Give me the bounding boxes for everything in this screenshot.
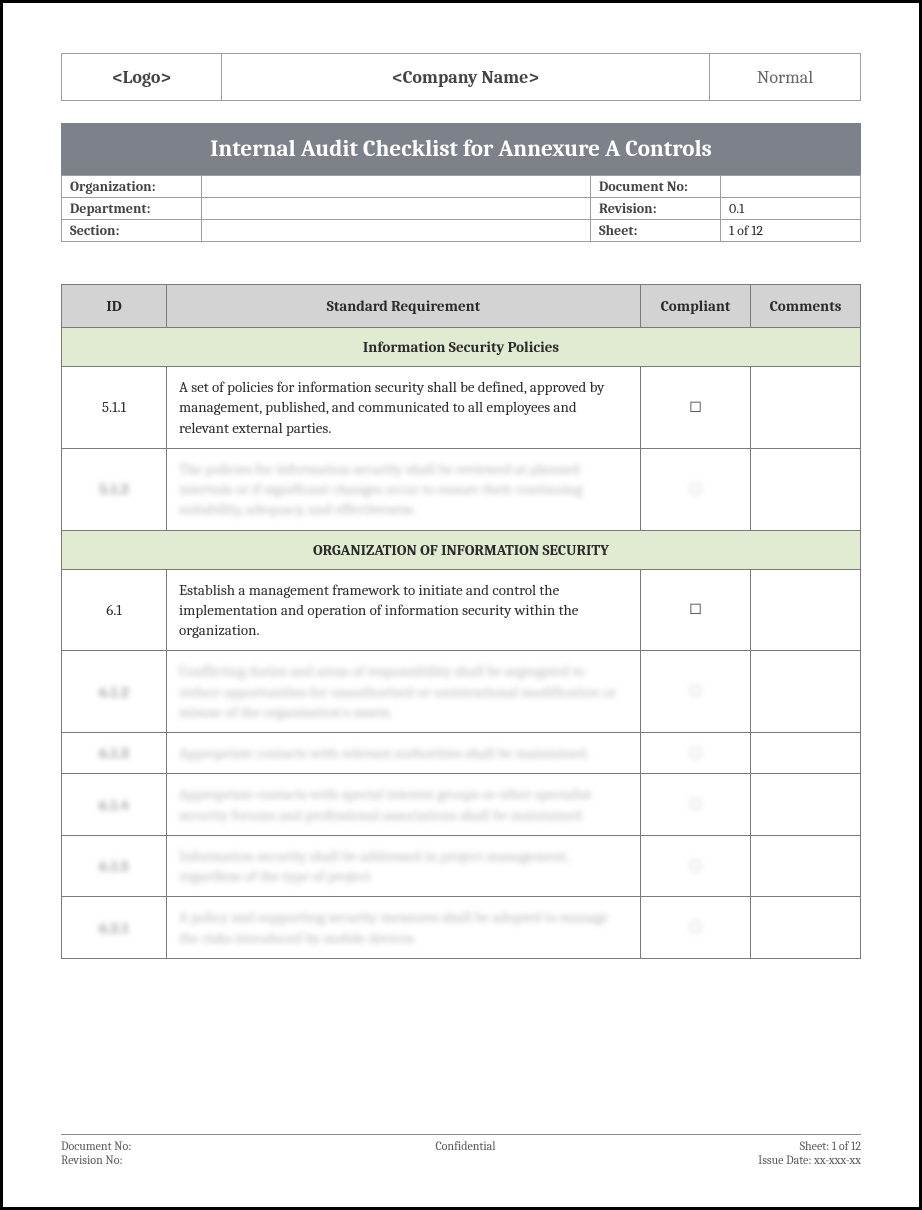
cell-id: 6.1.4 xyxy=(62,774,167,836)
compliant-checkbox[interactable]: ☐ xyxy=(641,835,751,897)
cell-id: 6.1.5 xyxy=(62,835,167,897)
table-row: 6.1.4Appropriate contacts with special i… xyxy=(62,774,861,836)
meta-revision-label: Revision: xyxy=(591,198,721,220)
cell-comments[interactable] xyxy=(751,448,861,530)
cell-comments[interactable] xyxy=(751,897,861,959)
meta-docno-label: Document No: xyxy=(591,176,721,198)
cell-requirement: Appropriate contacts with relevant autho… xyxy=(167,733,641,774)
compliant-checkbox[interactable]: ☐ xyxy=(641,367,751,449)
meta-section-label: Section: xyxy=(62,220,202,242)
footer-issuedate: Issue Date: xx-xxx-xx xyxy=(758,1153,861,1167)
meta-sheet-value: 1 of 12 xyxy=(721,220,861,242)
cell-id: 6.1.2 xyxy=(62,651,167,733)
cell-id: 5.1.2 xyxy=(62,448,167,530)
cell-id: 6.1.3 xyxy=(62,733,167,774)
meta-department-label: Department: xyxy=(62,198,202,220)
cell-comments[interactable] xyxy=(751,733,861,774)
footer-docno: Document No: xyxy=(61,1139,131,1153)
table-row: 6.1.2Conflicting duties and areas of res… xyxy=(62,651,861,733)
compliant-checkbox[interactable]: ☐ xyxy=(641,651,751,733)
col-header-comments: Comments xyxy=(751,285,861,328)
cell-requirement: A policy and supporting security measure… xyxy=(167,897,641,959)
cell-comments[interactable] xyxy=(751,774,861,836)
cell-comments[interactable] xyxy=(751,569,861,651)
meta-table: Organization: Document No: Department: R… xyxy=(61,175,861,242)
cell-comments[interactable] xyxy=(751,651,861,733)
meta-revision-value: 0.1 xyxy=(721,198,861,220)
col-header-requirement: Standard Requirement xyxy=(167,285,641,328)
col-header-id: ID xyxy=(62,285,167,328)
checklist-table: ID Standard Requirement Compliant Commen… xyxy=(61,284,861,959)
meta-docno-value xyxy=(721,176,861,198)
table-row: 5.1.1A set of policies for information s… xyxy=(62,367,861,449)
cell-id: 5.1.1 xyxy=(62,367,167,449)
col-header-compliant: Compliant xyxy=(641,285,751,328)
section-title: ORGANIZATION OF INFORMATION SECURITY xyxy=(62,530,861,569)
cell-requirement: Appropriate contacts with special intere… xyxy=(167,774,641,836)
compliant-checkbox[interactable]: ☐ xyxy=(641,774,751,836)
cell-id: 6.1 xyxy=(62,569,167,651)
meta-sheet-label: Sheet: xyxy=(591,220,721,242)
cell-requirement: Information security shall be addressed … xyxy=(167,835,641,897)
company-name: <Company Name> xyxy=(222,54,710,100)
cell-requirement: A set of policies for information securi… xyxy=(167,367,641,449)
cell-requirement: Establish a management framework to init… xyxy=(167,569,641,651)
table-row: 5.1.2The policies for information securi… xyxy=(62,448,861,530)
meta-department-value xyxy=(202,198,591,220)
status-label: Normal xyxy=(710,54,860,100)
cell-comments[interactable] xyxy=(751,367,861,449)
footer-sheet: Sheet: 1 of 12 xyxy=(800,1139,861,1153)
cell-requirement: The policies for information security sh… xyxy=(167,448,641,530)
compliant-checkbox[interactable]: ☐ xyxy=(641,733,751,774)
section-title: Information Security Policies xyxy=(62,328,861,367)
document-header: <Logo> <Company Name> Normal xyxy=(61,53,861,101)
cell-id: 6.2.1 xyxy=(62,897,167,959)
footer-revno: Revision No: xyxy=(61,1153,123,1167)
table-row: 6.1Establish a management framework to i… xyxy=(62,569,861,651)
cell-comments[interactable] xyxy=(751,835,861,897)
section-row: ORGANIZATION OF INFORMATION SECURITY xyxy=(62,530,861,569)
logo-placeholder: <Logo> xyxy=(62,54,222,100)
meta-organization-label: Organization: xyxy=(62,176,202,198)
compliant-checkbox[interactable]: ☐ xyxy=(641,448,751,530)
table-row: 6.1.3Appropriate contacts with relevant … xyxy=(62,733,861,774)
section-row: Information Security Policies xyxy=(62,328,861,367)
meta-organization-value xyxy=(202,176,591,198)
meta-section-value xyxy=(202,220,591,242)
page-footer: Document No: Confidential Sheet: 1 of 12… xyxy=(61,1134,861,1167)
footer-confidential: Confidential xyxy=(435,1139,495,1153)
table-header-row: ID Standard Requirement Compliant Commen… xyxy=(62,285,861,328)
document-title: Internal Audit Checklist for Annexure A … xyxy=(61,123,861,175)
table-row: 6.2.1A policy and supporting security me… xyxy=(62,897,861,959)
compliant-checkbox[interactable]: ☐ xyxy=(641,897,751,959)
compliant-checkbox[interactable]: ☐ xyxy=(641,569,751,651)
table-row: 6.1.5Information security shall be addre… xyxy=(62,835,861,897)
cell-requirement: Conflicting duties and areas of responsi… xyxy=(167,651,641,733)
